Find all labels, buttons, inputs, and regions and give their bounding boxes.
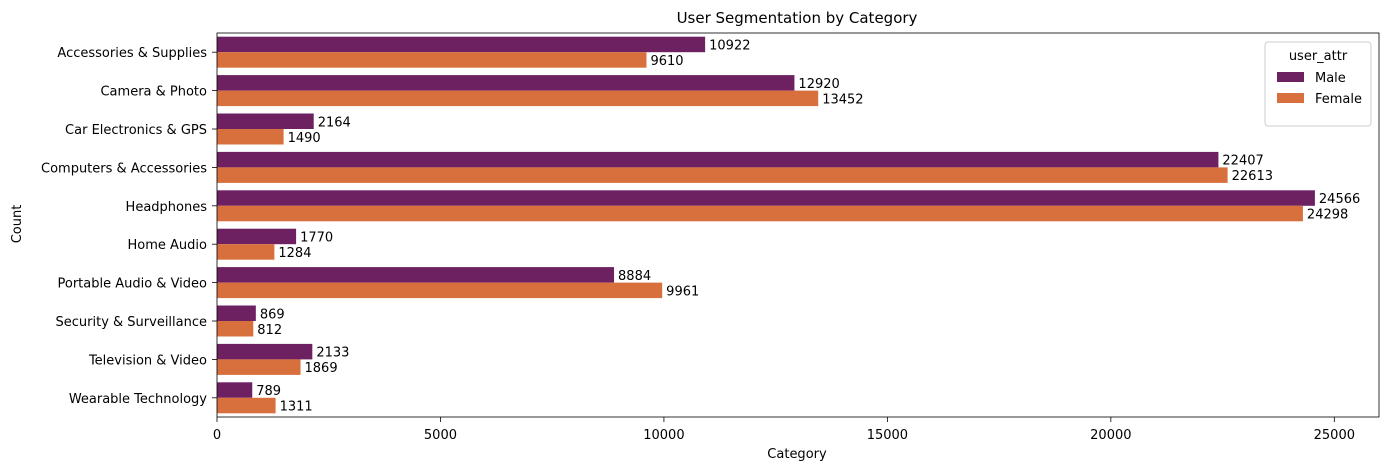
y-tick-label: Computers & Accessories (41, 161, 207, 176)
y-tick-label: Portable Audio & Video (57, 277, 207, 292)
bar-value-label: 9961 (666, 284, 699, 299)
bar-value-label: 24566 (1319, 192, 1360, 207)
bar-male (217, 343, 313, 360)
bar-value-label: 1490 (288, 131, 321, 146)
y-tick-label: Headphones (126, 200, 208, 215)
bar-value-label: 789 (256, 384, 281, 399)
bar-value-label: 22613 (1232, 169, 1273, 184)
bar-male (217, 75, 795, 91)
bar-male (217, 267, 615, 283)
bar-value-label: 10922 (709, 38, 750, 53)
bar-value-label: 869 (260, 307, 285, 322)
bar-male (217, 228, 297, 245)
y-tick-label: Home Audio (128, 238, 208, 253)
bar-female (217, 129, 284, 145)
chart-title: User Segmentation by Category (677, 9, 918, 27)
bar-male (217, 305, 256, 321)
bar-female (217, 167, 1228, 183)
bar-value-label: 2133 (316, 346, 349, 361)
legend-label-female: Female (1315, 92, 1362, 107)
bar-value-label: 1869 (305, 361, 338, 376)
bar-female (217, 359, 301, 375)
x-tick-label: 10000 (643, 428, 684, 443)
plot-frame (216, 32, 1380, 418)
bar-value-label: 2164 (318, 115, 351, 130)
y-tick-label: Camera & Photo (100, 85, 207, 100)
legend: user_attr Male Female (1264, 41, 1372, 127)
bar-male (217, 36, 706, 53)
legend-swatch-male (1277, 72, 1304, 82)
legend-label-male: Male (1315, 71, 1346, 86)
bar-female (217, 397, 276, 414)
bar-female (217, 205, 1303, 222)
legend-swatch-female (1277, 93, 1304, 103)
bar-value-label: 13452 (822, 92, 863, 107)
bar-value-label: 1770 (300, 230, 333, 245)
bar-male (217, 113, 314, 129)
bar-female (217, 321, 254, 337)
bar-female (217, 244, 275, 260)
bar-male (217, 151, 1219, 168)
bar-female (217, 282, 663, 299)
bar-value-label: 12920 (798, 77, 839, 92)
y-tick-label: Television & Video (88, 353, 207, 368)
plot-area: 10922 9610 Accessories & Supplies 129201345… (41, 32, 1380, 443)
bar-value-label: 1311 (280, 400, 313, 415)
y-tick-label: Wearable Technology (69, 392, 207, 407)
bar-female (217, 90, 819, 107)
bar-value-label: 812 (257, 323, 282, 338)
y-axis-title: Count (10, 205, 25, 244)
legend-box (1264, 41, 1372, 127)
legend-title: user_attr (1289, 49, 1348, 64)
bar-value-label: 1284 (278, 246, 311, 261)
x-axis-title: Category (767, 447, 827, 462)
y-tick-label: Car Electronics & GPS (65, 123, 207, 138)
y-tick-label: Security & Surveillance (56, 315, 208, 330)
bar-value-label: 24298 (1307, 208, 1348, 223)
bar-male (217, 382, 253, 398)
y-tick-label: Accessories & Supplies (57, 46, 207, 61)
bar-value-label: 22407 (1222, 154, 1263, 169)
bar-value-label: 9610 (650, 54, 683, 69)
bar-male (217, 190, 1315, 206)
bar-value-label: 8884 (618, 269, 651, 284)
x-tick-label: 5000 (424, 428, 457, 443)
x-tick-label: 15000 (867, 428, 908, 443)
x-tick-label: 20000 (1090, 428, 1131, 443)
x-tick-label: 0 (213, 428, 221, 443)
bar-female (217, 52, 647, 68)
x-tick-label: 25000 (1314, 428, 1355, 443)
